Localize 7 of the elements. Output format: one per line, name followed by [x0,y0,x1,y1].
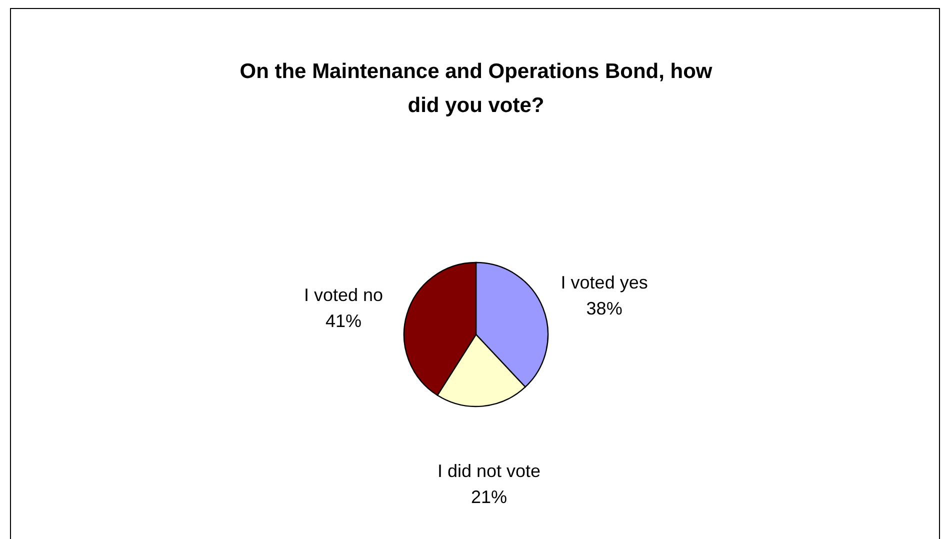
data-label: 21% [470,486,508,507]
slice-label: I voted yes [560,272,648,293]
slice-label: I did not vote [437,460,541,481]
data-label: 38% [586,298,622,319]
chart-title: On the Maintenance and Operations Bond, how did you vote? [240,60,713,117]
slice-label: I voted no [304,285,384,305]
data-label: 41% [325,311,362,331]
